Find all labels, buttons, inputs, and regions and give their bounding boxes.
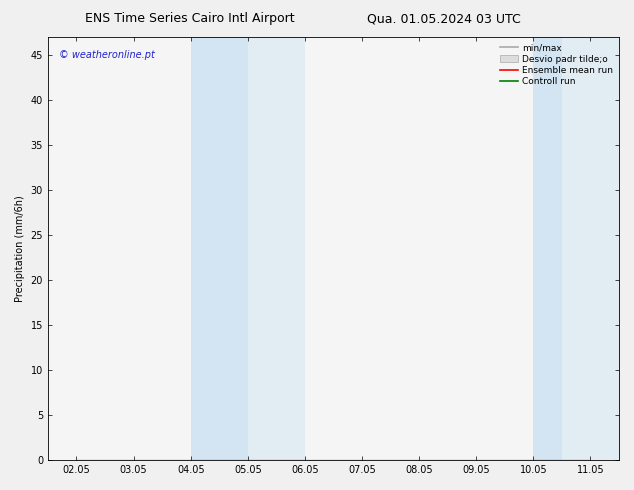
Bar (533, 37, 562, 460)
Y-axis label: Precipitation (mm/6h): Precipitation (mm/6h) (15, 195, 25, 302)
Text: © weatheronline.pt: © weatheronline.pt (60, 50, 155, 60)
Text: ENS Time Series Cairo Intl Airport: ENS Time Series Cairo Intl Airport (86, 12, 295, 25)
Legend: min/max, Desvio padr tilde;o, Ensemble mean run, Controll run: min/max, Desvio padr tilde;o, Ensemble m… (498, 42, 614, 88)
Bar (248, 37, 305, 460)
Bar (191, 37, 248, 460)
Text: Qua. 01.05.2024 03 UTC: Qua. 01.05.2024 03 UTC (367, 12, 521, 25)
Bar (562, 37, 619, 460)
